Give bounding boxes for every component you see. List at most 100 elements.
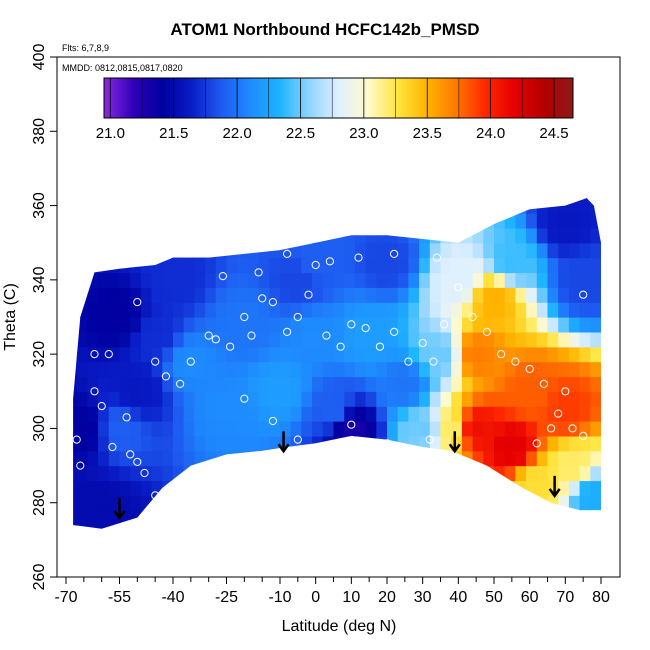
- heatmap-cell: [291, 510, 302, 525]
- heatmap-cell: [601, 287, 612, 303]
- heatmap-cell: [473, 287, 484, 303]
- heatmap-cell: [526, 228, 537, 244]
- heatmap-cell: [291, 332, 302, 348]
- heatmap-cell: [430, 317, 441, 333]
- heatmap-cell: [366, 183, 377, 199]
- x-axis-label: Latitude (deg N): [282, 618, 397, 635]
- heatmap-cell: [419, 466, 430, 482]
- heatmap-cell: [537, 272, 548, 288]
- heatmap-cell: [237, 198, 248, 214]
- heatmap-cell: [87, 362, 98, 378]
- heatmap-cell: [291, 451, 302, 467]
- heatmap-cell: [408, 183, 419, 199]
- heatmap-cell: [366, 272, 377, 288]
- heatmap-cell: [248, 347, 259, 363]
- heatmap-cell: [162, 480, 173, 496]
- heatmap-cell: [194, 272, 205, 288]
- heatmap-cell: [87, 317, 98, 333]
- x-axis: -70 -55 -40 -25 -10 0 10 20 30 40 50 60 70 80: [54, 577, 610, 606]
- heatmap-cell: [120, 272, 131, 288]
- x-tick-label: 0: [311, 589, 320, 606]
- heatmap-cell: [301, 317, 312, 333]
- heatmap-cell: [141, 302, 152, 318]
- heatmap-cell: [344, 243, 355, 259]
- heatmap-cell: [473, 391, 484, 407]
- heatmap-cell: [505, 317, 516, 333]
- heatmap-cell: [430, 287, 441, 303]
- heatmap-cell: [537, 183, 548, 199]
- heatmap-cell: [259, 451, 270, 467]
- heatmap-cell: [462, 466, 473, 482]
- heatmap-cell: [430, 332, 441, 348]
- heatmap-cell: [130, 376, 141, 392]
- x-tick-label: 10: [342, 589, 360, 606]
- heatmap-cell: [194, 198, 205, 214]
- heatmap-cell: [408, 287, 419, 303]
- heatmap-cell: [269, 272, 280, 288]
- heatmap-cell: [162, 302, 173, 318]
- heatmap-cell: [355, 302, 366, 318]
- heatmap-cell: [216, 406, 227, 422]
- heatmap-cell: [494, 213, 505, 229]
- heatmap-cell: [537, 436, 548, 452]
- heatmap-cell: [601, 451, 612, 467]
- heatmap-cell: [590, 183, 601, 199]
- heatmap-cell: [376, 466, 387, 482]
- heatmap-cell: [419, 376, 430, 392]
- heatmap-cell: [366, 302, 377, 318]
- heatmap-cell: [184, 436, 195, 452]
- heatmap-cell: [548, 317, 559, 333]
- heatmap-cell: [355, 243, 366, 259]
- heatmap-cell: [323, 198, 334, 214]
- heatmap-cell: [355, 510, 366, 525]
- heatmap-cell: [344, 198, 355, 214]
- heatmap-cell: [237, 183, 248, 199]
- heatmap-cell: [77, 243, 88, 259]
- heatmap-cell: [515, 480, 526, 496]
- heatmap-cell: [130, 258, 141, 274]
- heatmap-cell: [301, 466, 312, 482]
- heatmap-cell: [569, 228, 580, 244]
- heatmap-cell: [98, 243, 109, 259]
- heatmap-cell: [601, 495, 612, 511]
- heatmap-cell: [344, 302, 355, 318]
- heatmap-cell: [227, 406, 238, 422]
- heatmap-cell: [312, 243, 323, 259]
- heatmap-cell: [387, 510, 398, 525]
- heatmap-cell: [398, 213, 409, 229]
- heatmap-cell: [98, 272, 109, 288]
- heatmap-cell: [334, 451, 345, 467]
- heatmap-cell: [344, 376, 355, 392]
- heatmap-cell: [280, 510, 291, 525]
- heatmap-cell: [109, 213, 120, 229]
- heatmap-cell: [152, 183, 163, 199]
- heatmap-cell: [248, 406, 259, 422]
- heatmap-cell: [312, 510, 323, 525]
- heatmap-cell: [515, 525, 526, 541]
- heatmap-cell: [269, 510, 280, 525]
- heatmap-cell: [569, 406, 580, 422]
- y-tick-label: 260: [31, 564, 48, 591]
- heatmap-cell: [548, 451, 559, 467]
- heatmap-cell: [483, 347, 494, 363]
- heatmap-cell: [408, 302, 419, 318]
- heatmap-cell: [376, 406, 387, 422]
- heatmap-cell: [376, 317, 387, 333]
- heatmap-cell: [505, 391, 516, 407]
- heatmap-cell: [376, 272, 387, 288]
- heatmap-cell: [483, 451, 494, 467]
- heatmap-cell: [227, 332, 238, 348]
- heatmap-cell: [323, 451, 334, 467]
- heatmap-cell: [366, 480, 377, 496]
- heatmap-cell: [98, 525, 109, 541]
- heatmap-cell: [173, 510, 184, 525]
- heatmap-cell: [248, 510, 259, 525]
- heatmap-cell: [430, 421, 441, 437]
- heatmap-cell: [184, 213, 195, 229]
- heatmap-cell: [269, 332, 280, 348]
- heatmap-cell: [194, 213, 205, 229]
- heatmap-cell: [398, 317, 409, 333]
- heatmap-cell: [494, 525, 505, 541]
- heatmap-cell: [601, 421, 612, 437]
